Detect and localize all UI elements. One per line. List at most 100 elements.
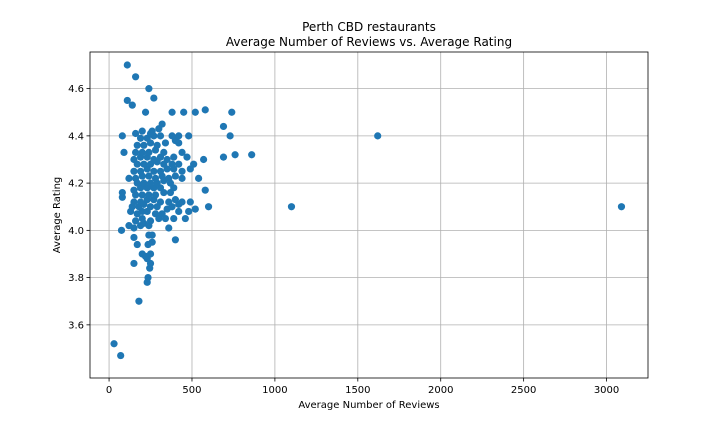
y-tick-label: 3.6 bbox=[68, 320, 84, 331]
data-point bbox=[191, 108, 199, 116]
data-point bbox=[146, 203, 155, 211]
data-point bbox=[133, 240, 141, 249]
data-point bbox=[138, 148, 146, 156]
data-point bbox=[118, 132, 126, 140]
data-point bbox=[170, 153, 178, 161]
data-point bbox=[171, 172, 179, 180]
data-point bbox=[156, 132, 165, 140]
data-point bbox=[144, 240, 152, 249]
data-point bbox=[168, 160, 176, 168]
data-point bbox=[125, 222, 133, 230]
data-point bbox=[123, 61, 131, 69]
plot-frame bbox=[89, 51, 649, 379]
data-point bbox=[219, 122, 228, 131]
data-point bbox=[183, 153, 191, 161]
data-point bbox=[374, 132, 382, 140]
y-axis-label: Average Rating bbox=[52, 177, 63, 253]
data-point bbox=[199, 155, 208, 164]
data-point bbox=[118, 188, 126, 197]
data-point bbox=[117, 226, 126, 234]
data-point bbox=[144, 274, 152, 282]
data-point bbox=[141, 108, 150, 116]
data-point bbox=[110, 340, 118, 348]
data-point bbox=[120, 148, 128, 156]
data-point bbox=[132, 129, 140, 138]
data-point bbox=[175, 132, 183, 140]
data-point bbox=[123, 96, 131, 105]
data-point bbox=[228, 108, 236, 116]
data-point bbox=[128, 101, 136, 109]
x-tick-label: 1500 bbox=[345, 385, 370, 396]
data-point bbox=[168, 108, 176, 116]
data-point bbox=[125, 174, 133, 182]
y-tick-label: 4.4 bbox=[68, 131, 84, 142]
data-point bbox=[153, 141, 161, 149]
data-point bbox=[287, 203, 296, 211]
data-point bbox=[180, 108, 188, 116]
data-point bbox=[130, 233, 138, 242]
data-point bbox=[175, 207, 183, 216]
data-point bbox=[133, 141, 141, 149]
data-point bbox=[132, 174, 140, 182]
data-point bbox=[185, 207, 193, 216]
data-point bbox=[145, 172, 153, 180]
data-point bbox=[219, 153, 228, 161]
data-point bbox=[165, 224, 173, 232]
data-point bbox=[191, 205, 199, 213]
data-point bbox=[185, 132, 193, 140]
data-point bbox=[204, 203, 213, 211]
y-tick-label: 3.8 bbox=[68, 273, 84, 284]
data-point bbox=[175, 139, 183, 147]
data-point bbox=[138, 127, 146, 135]
data-point bbox=[178, 198, 186, 206]
data-point bbox=[141, 252, 150, 260]
data-point bbox=[163, 155, 171, 164]
data-point bbox=[132, 148, 140, 156]
data-point bbox=[151, 191, 160, 199]
data-point bbox=[130, 259, 138, 268]
data-point bbox=[130, 186, 138, 194]
data-point bbox=[156, 167, 165, 175]
data-point bbox=[132, 73, 140, 81]
data-point bbox=[201, 106, 209, 114]
data-point bbox=[145, 85, 153, 93]
data-point bbox=[178, 174, 186, 182]
data-point bbox=[146, 129, 155, 138]
data-point bbox=[145, 148, 153, 156]
data-point bbox=[186, 198, 194, 206]
data-point bbox=[117, 351, 125, 360]
x-tick-label: 500 bbox=[182, 385, 201, 396]
data-point bbox=[138, 214, 146, 223]
data-point bbox=[136, 167, 145, 175]
data-point bbox=[158, 120, 166, 128]
x-tick-label: 3000 bbox=[594, 385, 619, 396]
data-point bbox=[195, 174, 203, 182]
data-point bbox=[201, 186, 209, 194]
chart-subtitle: Average Number of Reviews vs. Average Ra… bbox=[226, 35, 512, 49]
data-point bbox=[132, 217, 140, 225]
data-point bbox=[171, 196, 179, 204]
data-point bbox=[130, 198, 138, 206]
data-point bbox=[181, 214, 189, 223]
data-point bbox=[150, 167, 158, 175]
data-point bbox=[140, 179, 148, 187]
data-point bbox=[226, 132, 234, 140]
data-point bbox=[140, 141, 148, 149]
y-tick-label: 4.0 bbox=[68, 226, 84, 237]
x-tick-label: 0 bbox=[106, 385, 112, 396]
data-point bbox=[165, 198, 173, 206]
data-point bbox=[136, 134, 145, 142]
data-point bbox=[158, 210, 166, 218]
data-point bbox=[156, 198, 165, 206]
y-tick-label: 4.2 bbox=[68, 179, 84, 190]
data-point bbox=[148, 231, 156, 239]
data-point bbox=[151, 174, 160, 182]
data-point bbox=[130, 167, 138, 175]
data-point bbox=[617, 203, 626, 211]
data-point bbox=[130, 155, 138, 164]
x-tick-label: 2500 bbox=[511, 385, 536, 396]
data-point bbox=[175, 160, 183, 168]
data-points bbox=[110, 61, 626, 360]
data-point bbox=[161, 139, 170, 147]
